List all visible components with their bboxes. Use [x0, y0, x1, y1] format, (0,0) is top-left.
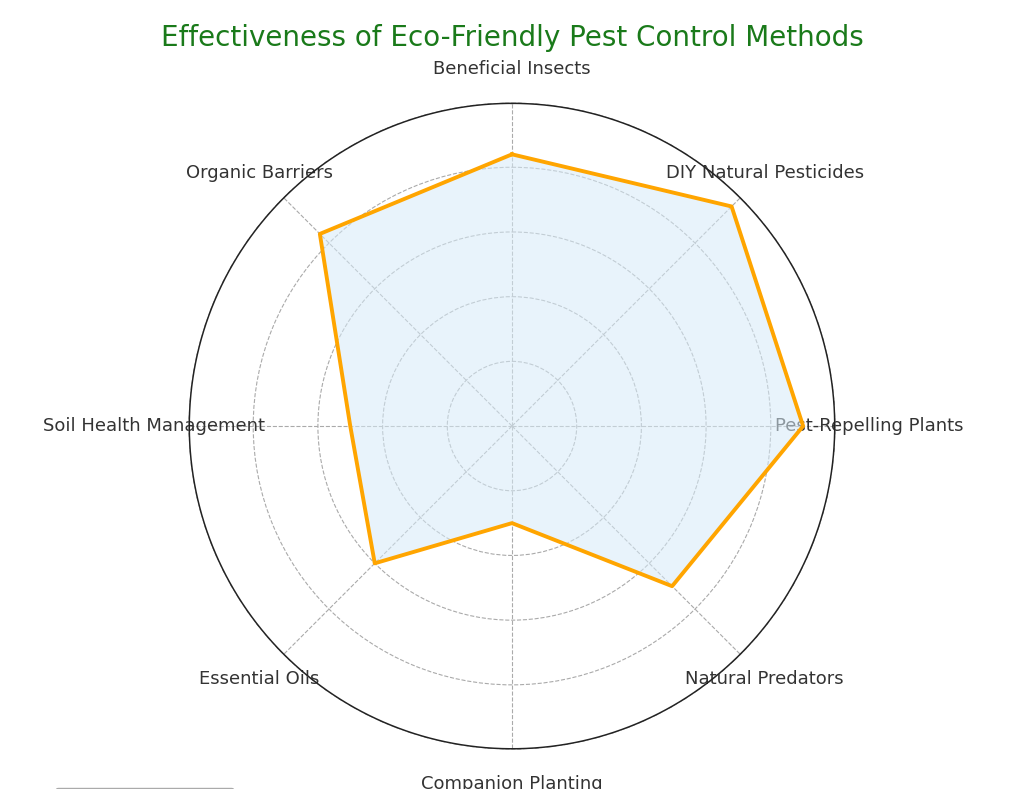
Text: Effectiveness of Eco-Friendly Pest Control Methods: Effectiveness of Eco-Friendly Pest Contr… — [161, 24, 863, 51]
Legend: Effectiveness: Effectiveness — [54, 787, 233, 789]
Polygon shape — [319, 155, 803, 586]
